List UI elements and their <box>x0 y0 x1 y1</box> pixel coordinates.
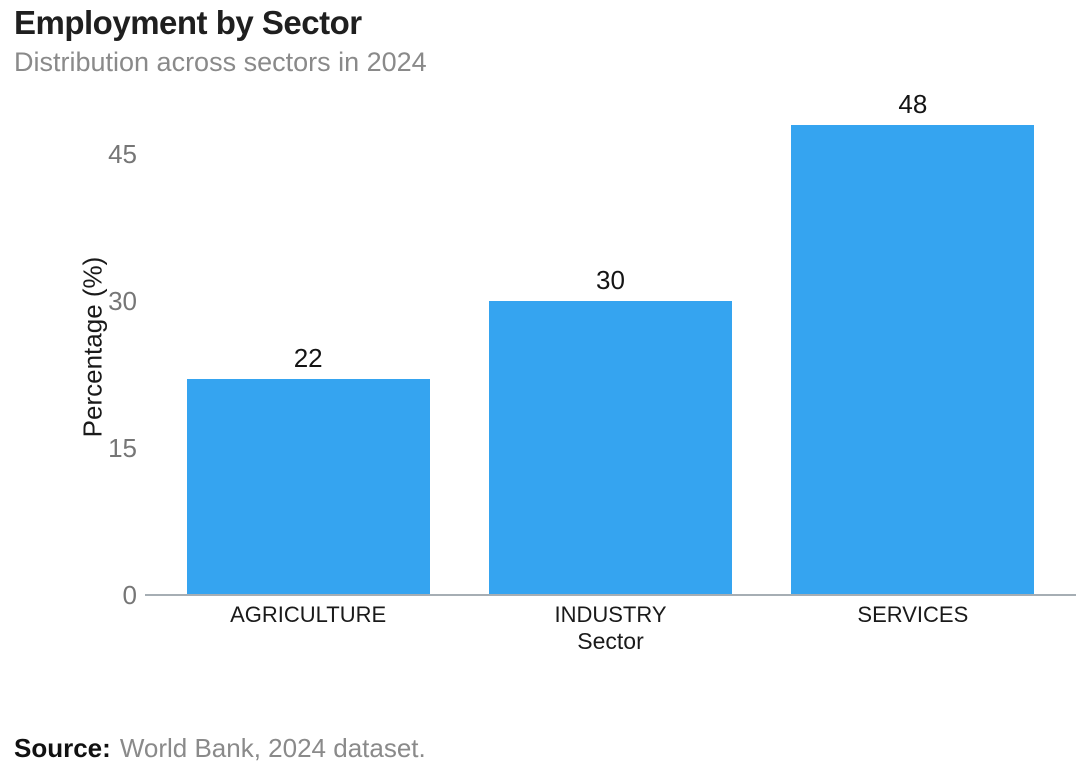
chart-subtitle: Distribution across sectors in 2024 <box>14 47 427 77</box>
y-tick-label: 0 <box>122 580 137 610</box>
x-tick-label: INDUSTRY <box>554 602 667 627</box>
source-note: Source: World Bank, 2024 dataset. <box>14 733 426 764</box>
x-tick-label: SERVICES <box>857 602 969 627</box>
source-label: Source: <box>14 733 111 763</box>
y-axis-label: Percentage (%) <box>77 256 108 438</box>
x-axis-label: Sector <box>577 628 644 654</box>
x-tick-label: AGRICULTURE <box>230 602 387 627</box>
bar-value-label: 30 <box>596 265 625 295</box>
y-tick-label: 45 <box>108 138 137 169</box>
source-text: World Bank, 2024 dataset. <box>119 733 426 763</box>
x-axis-line <box>145 594 1076 596</box>
bar-industry <box>489 301 732 595</box>
plot-area: 0 15 30 45 22 AGRICULTURE 30 INDUSTRY 48 SERVICES <box>108 89 1076 627</box>
bar-services <box>791 125 1035 595</box>
chart-title: Employment by Sector <box>14 4 362 41</box>
y-tick-label: 15 <box>108 432 137 463</box>
bar-value-label: 22 <box>293 343 323 373</box>
bar-value-label: 48 <box>898 89 928 119</box>
bar-agriculture <box>186 379 430 595</box>
y-tick-label: 30 <box>108 285 137 316</box>
